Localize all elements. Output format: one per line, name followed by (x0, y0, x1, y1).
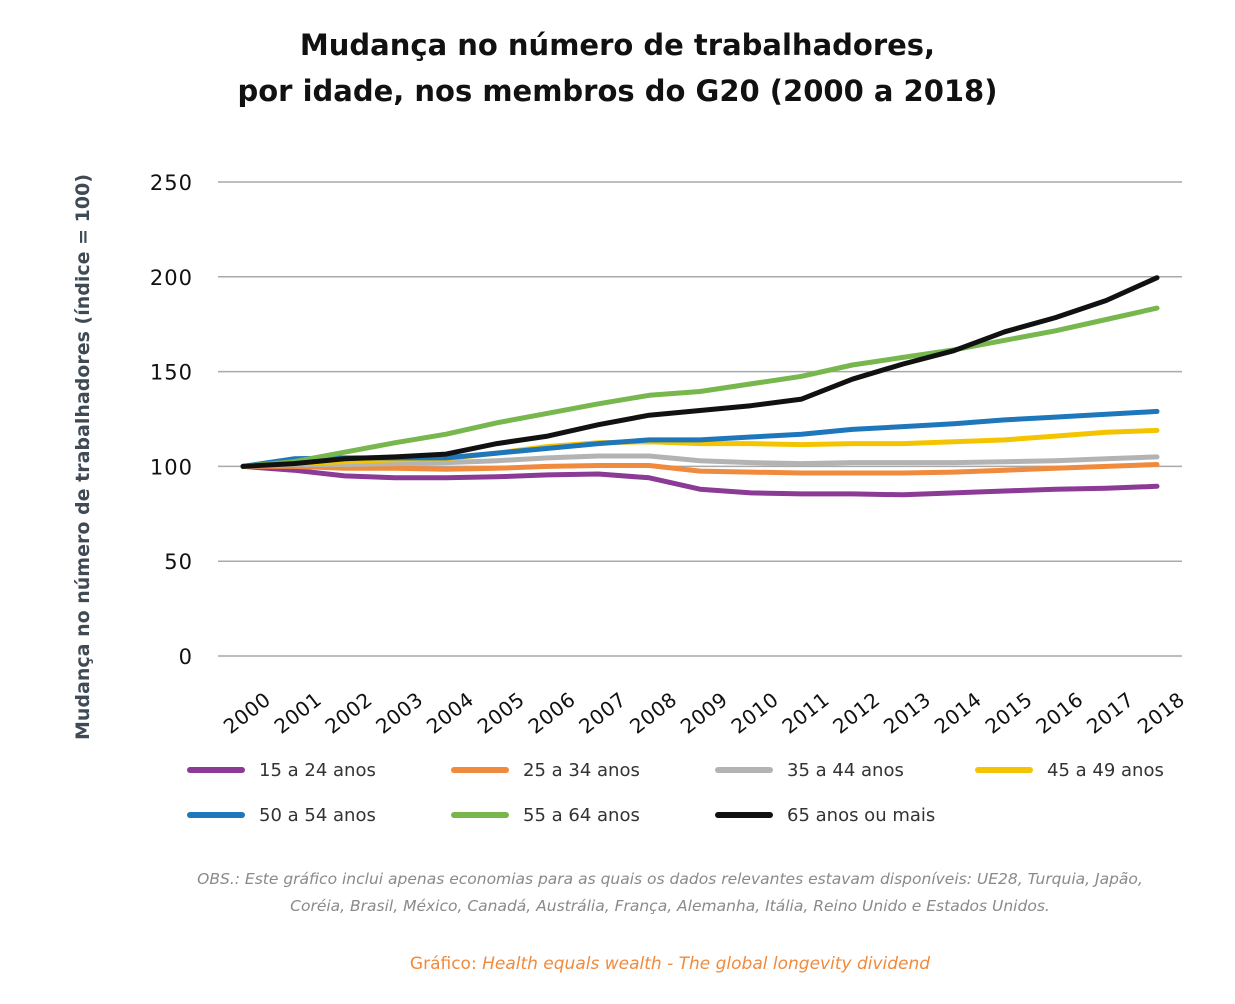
grid-lines (218, 181, 1182, 657)
legend-swatch (187, 767, 245, 773)
legend-item-4: 45 a 49 anos (975, 758, 1164, 782)
legend-label: 25 a 34 anos (523, 759, 640, 781)
x-tick-label: 2005 (473, 687, 529, 738)
series-line-3 (240, 453, 1160, 469)
x-tick-label: 2014 (930, 687, 986, 738)
legend-swatch (715, 767, 773, 773)
legend-item-1: 15 a 24 anos (187, 758, 376, 782)
legend-swatch (451, 812, 509, 818)
legend-item-5: 50 a 54 anos (187, 803, 376, 827)
line-chart: 0 50 100 150 200 250 200020012002200320042005… (150, 171, 1189, 739)
x-tick-label: 2009 (676, 687, 732, 738)
x-tick-label: 2010 (727, 687, 783, 738)
legend-swatch (975, 767, 1033, 773)
legend-label: 35 a 44 anos (787, 759, 904, 781)
legend-label: 50 a 54 anos (259, 804, 376, 826)
source-prefix: Gráfico: (409, 954, 483, 974)
y-tick-label: 200 (150, 266, 193, 290)
x-tick-label: 2018 (1133, 687, 1189, 738)
x-tick-label: 2013 (879, 687, 935, 738)
y-axis-label-container: Mudança no número de trabalhadores (índi… (72, 174, 94, 740)
x-tick-label: 2003 (371, 687, 427, 738)
series-line-7 (240, 275, 1160, 469)
chart-title: Mudança no número de trabalhadores, por … (0, 22, 1235, 114)
x-tick-label: 2015 (981, 687, 1037, 738)
y-tick-label: 100 (150, 455, 193, 479)
x-tick-label: 2017 (1082, 687, 1138, 738)
chart-source: Gráfico: Health equals wealth - The glob… (100, 954, 1235, 974)
y-axis-label: Mudança no número de trabalhadores (índi… (72, 174, 94, 740)
x-tick-label: 2002 (320, 687, 376, 738)
chart-title-line-1: Mudança no número de trabalhadores, (299, 28, 936, 62)
x-tick-label: 2004 (422, 687, 478, 738)
legend-label: 55 a 64 anos (523, 804, 640, 826)
x-tick-label: 2016 (1031, 687, 1087, 738)
y-tick-label: 50 (164, 550, 193, 574)
legend-item-6: 55 a 64 anos (451, 803, 640, 827)
series-line-2 (240, 462, 1160, 476)
x-tick-labels: 2000200120022003200420052006200720082009… (219, 687, 1189, 738)
legend-swatch (451, 767, 509, 773)
legend-item-7: 65 anos ou mais (715, 803, 935, 827)
chart-title-line-2: por idade, nos membros do G20 (2000 a 20… (237, 74, 998, 108)
legend-swatch (187, 812, 245, 818)
legend-label: 65 anos ou mais (787, 804, 936, 826)
series-line-6 (240, 305, 1160, 469)
legend-label: 45 a 49 anos (1047, 759, 1164, 781)
y-tick-labels: 0 50 100 150 200 250 (150, 171, 193, 669)
series-lines (240, 275, 1160, 498)
legend-item-2: 25 a 34 anos (451, 758, 640, 782)
x-tick-label: 2000 (219, 687, 275, 738)
chart-note: OBS.: Este gráfico inclui apenas economi… (100, 866, 1235, 920)
legend-item-3: 35 a 44 anos (715, 758, 904, 782)
x-tick-label: 2007 (574, 687, 630, 738)
legend-swatch (715, 812, 773, 818)
source-title: Health equals wealth - The global longev… (482, 954, 931, 974)
x-tick-label: 2012 (828, 687, 884, 738)
chart-note-line-1: OBS.: Este gráfico inclui apenas economi… (197, 870, 1143, 888)
series-line-1 (240, 463, 1160, 498)
legend-label: 15 a 24 anos (259, 759, 376, 781)
x-tick-label: 2011 (777, 687, 833, 738)
y-tick-label: 250 (150, 171, 193, 195)
x-tick-label: 2001 (270, 687, 326, 738)
x-tick-label: 2008 (625, 687, 681, 738)
y-tick-label: 150 (150, 361, 193, 385)
chart-note-line-2: Coréia, Brasil, México, Canadá, Austráli… (290, 897, 1050, 915)
x-tick-label: 2006 (524, 687, 580, 738)
y-tick-label: 0 (179, 645, 193, 669)
